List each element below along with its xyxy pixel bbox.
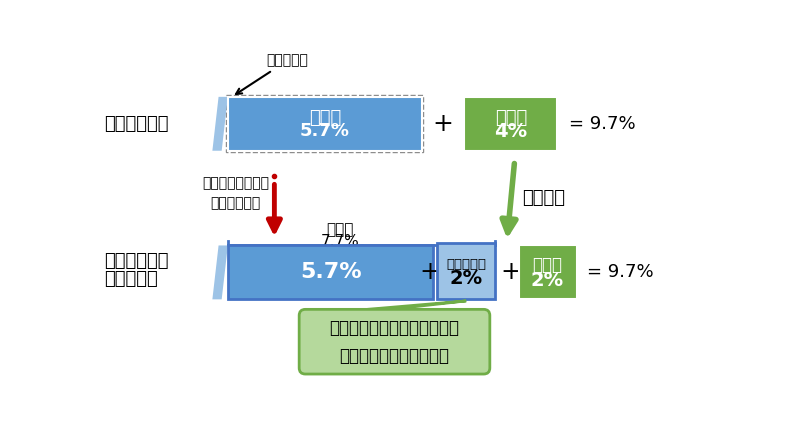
Text: = 9.7%: = 9.7% bbox=[569, 115, 635, 133]
Text: 4%: 4% bbox=[494, 122, 527, 141]
Text: 5.7%: 5.7% bbox=[300, 122, 350, 141]
Text: 平成２９年度: 平成２９年度 bbox=[104, 115, 168, 133]
Text: 税源移譲: 税源移譲 bbox=[522, 189, 566, 208]
Text: ５％減税分: ５％減税分 bbox=[236, 54, 309, 94]
Text: 市民税: 市民税 bbox=[309, 108, 341, 127]
Text: +: + bbox=[419, 260, 440, 284]
Polygon shape bbox=[367, 301, 466, 309]
Text: +: + bbox=[500, 260, 521, 284]
Text: 平成３０年度: 平成３０年度 bbox=[104, 252, 168, 270]
Polygon shape bbox=[437, 243, 495, 299]
Text: 小・中学校等の教職員の給与
などを支払うための財源: 小・中学校等の教職員の給与 などを支払うための財源 bbox=[330, 319, 459, 365]
Text: 以　　　降: 以 降 bbox=[104, 271, 158, 288]
Polygon shape bbox=[518, 246, 577, 299]
Polygon shape bbox=[464, 97, 558, 151]
Text: 7.7%: 7.7% bbox=[321, 234, 360, 249]
Text: 移譲された: 移譲された bbox=[446, 258, 486, 271]
Polygon shape bbox=[228, 246, 434, 299]
FancyBboxPatch shape bbox=[299, 309, 490, 374]
Text: 市民税: 市民税 bbox=[326, 222, 354, 238]
Text: 2%: 2% bbox=[531, 271, 564, 289]
Polygon shape bbox=[212, 97, 228, 151]
Text: 5.7%: 5.7% bbox=[300, 262, 362, 282]
Text: = 9.7%: = 9.7% bbox=[586, 263, 654, 281]
Polygon shape bbox=[228, 97, 422, 151]
Text: 従来の５％減税分
はそのままに: 従来の５％減税分 はそのままに bbox=[202, 176, 269, 210]
Polygon shape bbox=[212, 246, 228, 299]
Text: +: + bbox=[432, 112, 453, 136]
Text: 2%: 2% bbox=[450, 269, 482, 289]
Text: 県民税: 県民税 bbox=[494, 108, 527, 127]
Text: 県民税: 県民税 bbox=[533, 257, 562, 274]
